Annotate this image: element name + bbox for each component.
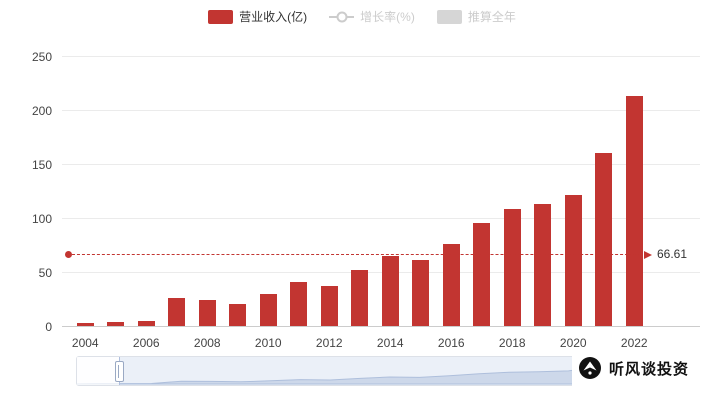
markline-value-label: 66.61 [657, 247, 688, 262]
bar-2016[interactable] [442, 243, 460, 326]
legend-item-2[interactable]: 推算全年 [436, 8, 516, 25]
bar-2018[interactable] [503, 209, 521, 326]
markline: 66.61 [65, 247, 687, 261]
x-axis-label-2008: 2008 [193, 336, 221, 350]
x-axis-label-2020: 2020 [559, 336, 587, 350]
plot-area: 66.61 2004 2006 2008 2010 2012 2014 2016 2018 20… [32, 50, 700, 350]
datazoom-left-handle[interactable] [115, 361, 124, 382]
bar-2010[interactable] [259, 293, 277, 326]
legend-swatch-icon [436, 9, 462, 24]
legend: 营业收入(亿) 增长率(%) 推算全年 [0, 8, 724, 25]
x-axis-label-2014: 2014 [376, 336, 404, 350]
bar-2013[interactable] [351, 269, 369, 326]
y-axis-label-100: 100 [31, 212, 52, 226]
x-axis-label-2018: 2018 [498, 336, 526, 350]
legend-item-0[interactable]: 营业收入(亿) [208, 8, 307, 25]
legend-item-1[interactable]: 增长率(%) [329, 8, 415, 25]
y-axis-label-0: 0 [45, 320, 52, 334]
gridline-250 [62, 56, 700, 57]
y-axis-label-250: 250 [31, 50, 52, 64]
markline-start-dot-icon [65, 251, 72, 259]
bar-2012[interactable] [320, 286, 338, 326]
bar-2007[interactable] [168, 297, 186, 326]
bar-2015[interactable] [412, 260, 430, 326]
x-axis-label-2006: 2006 [132, 336, 160, 350]
bar-2006[interactable] [137, 320, 155, 326]
bar-2019[interactable] [534, 203, 552, 326]
legend-swatch-icon [208, 9, 234, 24]
bar-2017[interactable] [473, 223, 491, 326]
legend-swatch-icon [329, 11, 355, 22]
legend-label: 推算全年 [467, 10, 516, 24]
bar-2011[interactable] [290, 281, 308, 326]
gridline-50 [62, 272, 700, 273]
y-axis-label-200: 200 [31, 104, 52, 118]
bar-2020[interactable] [564, 195, 582, 326]
bar-2004[interactable] [76, 322, 94, 326]
watermark-text: 听风谈投资 [609, 360, 690, 378]
legend-line-marker-icon [336, 11, 348, 22]
gridline-200 [62, 110, 700, 111]
bar-2014[interactable] [381, 255, 399, 326]
gridline-100 [62, 218, 700, 219]
datazoom-selected-range[interactable] [119, 357, 641, 385]
markline-arrow-icon [644, 251, 652, 260]
datazoom-unselected-left [77, 357, 119, 385]
x-axis-label-2004: 2004 [71, 336, 99, 350]
datazoom-slider[interactable] [76, 356, 644, 386]
watermark: 听风谈投资 [572, 347, 724, 389]
gridline-0 [62, 326, 700, 327]
bar-2022[interactable] [625, 95, 643, 326]
y-axis-label-50: 50 [38, 266, 52, 280]
y-axis-label-150: 150 [31, 158, 52, 172]
legend-label: 营业收入(亿) [239, 10, 308, 24]
watermark-logo-icon [579, 357, 601, 379]
x-axis-label-2010: 2010 [254, 336, 282, 350]
legend-label: 增长率(%) [360, 10, 415, 24]
x-axis-label-2012: 2012 [315, 336, 343, 350]
bar-2021[interactable] [595, 153, 613, 326]
bar-2005[interactable] [107, 321, 125, 326]
bar-2009[interactable] [229, 304, 247, 326]
x-axis-label-2016: 2016 [437, 336, 465, 350]
x-axis-label-2022: 2022 [620, 336, 648, 350]
bar-2008[interactable] [198, 300, 216, 326]
gridline-150 [62, 164, 700, 165]
